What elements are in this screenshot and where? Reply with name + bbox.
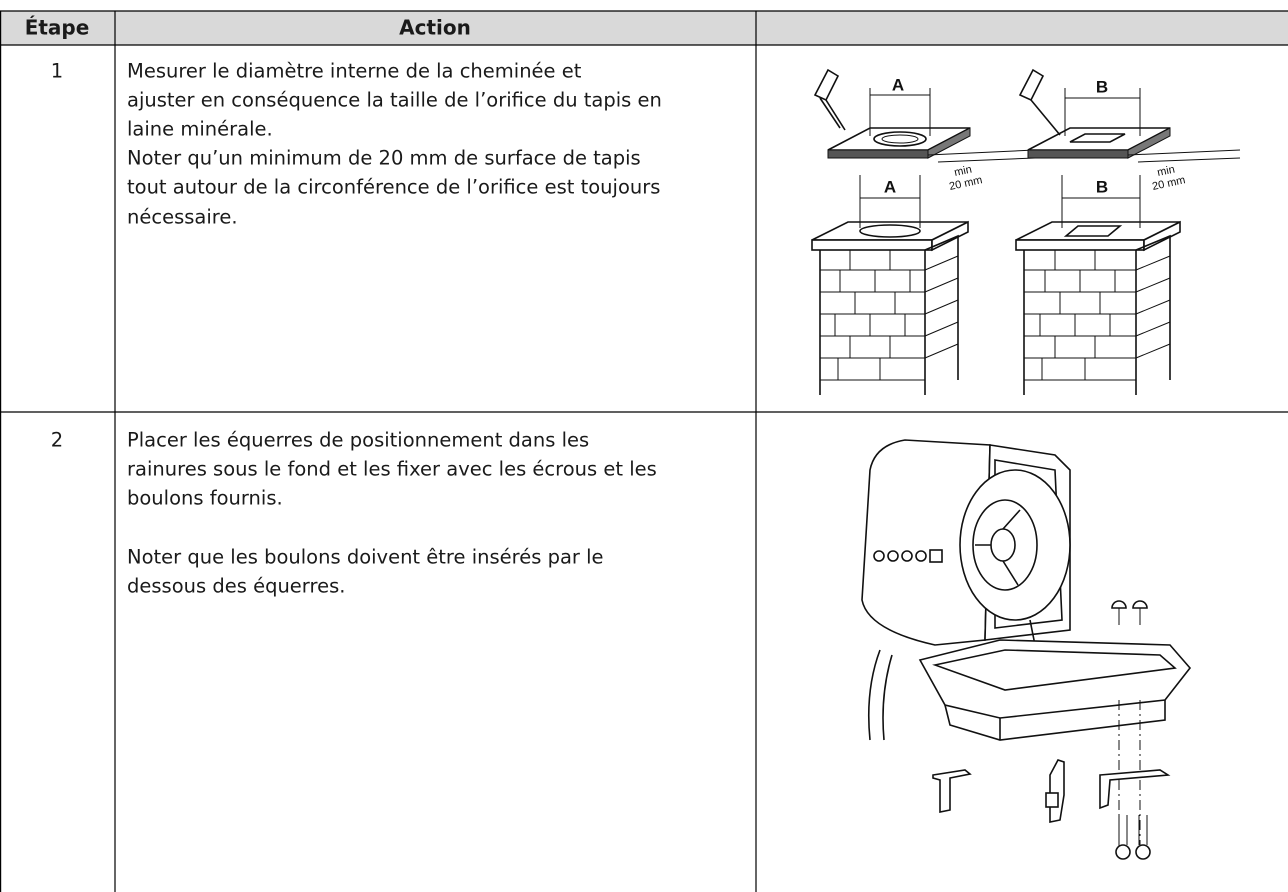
header-cell: Action [399, 16, 471, 40]
figure-label: A [892, 75, 904, 94]
text-line: tout autour de la circonférence de l’ori… [127, 176, 660, 199]
figure-label: 20 mm [1151, 174, 1186, 193]
text-line: laine minérale. [127, 118, 273, 141]
step-number: 2 [51, 429, 63, 452]
figure-label: B [1096, 77, 1108, 96]
text-line: ajuster en conséquence la taille de l’or… [127, 89, 662, 112]
header-background [0, 11, 1288, 45]
text-line: rainures sous le fond et les fixer avec … [127, 458, 657, 481]
figure-label: min [1156, 164, 1176, 179]
figure-label: B [1096, 177, 1108, 196]
figure-label: min [953, 164, 973, 179]
text-line: nécessaire. [127, 206, 238, 229]
text-line: boulons fournis. [127, 487, 283, 510]
text-line: Mesurer le diamètre interne de la chemin… [127, 60, 582, 83]
text-line: Noter que les boulons doivent être insér… [127, 546, 604, 569]
text-line: dessous des équerres. [127, 575, 345, 598]
step-number: 1 [51, 60, 63, 83]
chimney-illustration [811, 68, 1241, 395]
text-line: Placer les équerres de positionnement da… [127, 429, 589, 452]
header-cell: Étape [25, 16, 90, 40]
text-line: Noter qu’un minimum de 20 mm de surface … [127, 147, 641, 170]
table-grid [0, 10, 1288, 892]
figure-label: A [884, 177, 896, 196]
fan-unit-illustration [861, 439, 1192, 860]
figure-label: 20 mm [948, 174, 983, 193]
